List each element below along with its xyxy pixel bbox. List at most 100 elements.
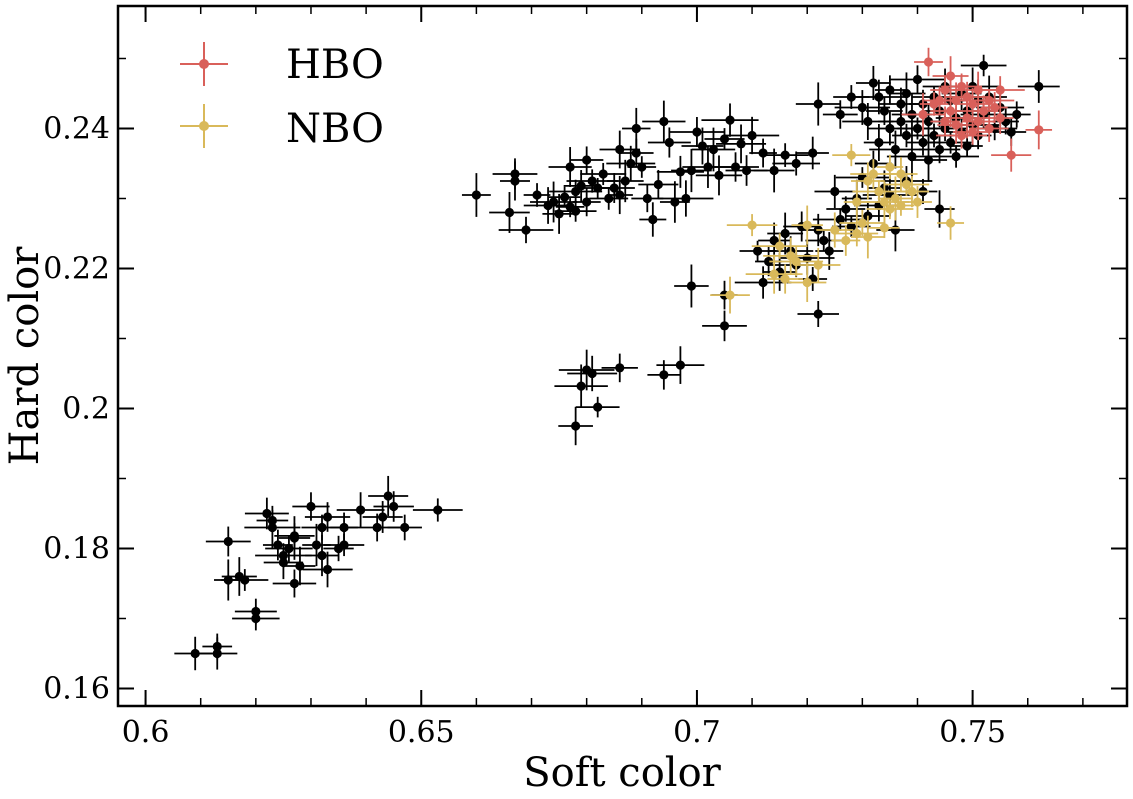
point-marker — [901, 88, 912, 99]
data-point — [839, 210, 886, 236]
point-marker — [984, 123, 994, 134]
data-point — [914, 47, 943, 77]
data-point — [205, 526, 251, 557]
point-marker — [802, 277, 812, 288]
point-marker — [923, 116, 934, 127]
point-marker — [289, 578, 300, 589]
data-point — [724, 116, 780, 155]
data-point — [831, 225, 861, 256]
point-marker — [642, 193, 652, 204]
point-marker — [383, 491, 393, 501]
point-marker — [979, 106, 989, 116]
legend-entry-nbo: NBO — [180, 104, 384, 152]
point-marker — [813, 99, 823, 109]
series-nbo — [710, 144, 965, 314]
data-point — [701, 103, 759, 137]
point-marker — [896, 200, 906, 211]
legend-nbo-label: NBO — [286, 106, 384, 152]
point-marker — [907, 186, 917, 197]
point-marker — [923, 155, 934, 165]
point-marker — [339, 522, 349, 533]
point-marker — [962, 92, 972, 102]
point-marker — [990, 102, 1000, 113]
data-point — [969, 115, 1009, 142]
point-marker — [692, 127, 702, 137]
data-point — [567, 355, 618, 392]
point-marker — [582, 155, 592, 165]
data-point — [894, 175, 930, 208]
data-point — [336, 492, 385, 528]
point-marker — [747, 220, 757, 230]
point-marker — [791, 158, 801, 169]
point-marker — [885, 204, 895, 214]
point-marker — [890, 193, 901, 204]
point-marker — [764, 256, 774, 267]
data-point — [554, 364, 608, 408]
point-marker — [863, 176, 873, 186]
data-point — [876, 154, 904, 180]
point-marker — [1034, 125, 1044, 135]
point-marker — [841, 204, 851, 214]
data-point — [826, 196, 866, 222]
point-marker — [956, 130, 967, 141]
data-point — [263, 545, 304, 580]
data-point — [580, 162, 627, 186]
point-marker — [879, 106, 889, 116]
data-point — [944, 81, 990, 113]
point-marker — [830, 225, 840, 235]
point-marker — [918, 137, 928, 148]
point-marker — [532, 190, 542, 200]
data-point — [822, 100, 858, 129]
data-point — [918, 135, 961, 164]
point-marker — [841, 235, 851, 246]
data-point — [197, 637, 238, 670]
point-marker — [267, 522, 277, 533]
point-marker — [824, 246, 834, 256]
data-point — [549, 179, 603, 204]
point-marker — [356, 505, 366, 515]
data-point — [795, 82, 841, 126]
point-marker — [885, 162, 895, 172]
data-point — [957, 88, 988, 120]
point-marker — [835, 214, 845, 225]
point-marker — [896, 169, 906, 179]
legend-hbo-marker — [199, 59, 209, 69]
point-marker — [686, 281, 697, 291]
data-point — [991, 138, 1032, 172]
data-point — [368, 475, 409, 517]
data-point — [716, 124, 767, 164]
point-marker — [813, 309, 823, 319]
data-point — [702, 310, 747, 342]
point-marker — [659, 116, 669, 127]
point-marker — [582, 197, 592, 207]
tick-labels: 0.6 0.65 0.7 0.75 0.16 0.18 0.2 0.22 0.24 — [43, 112, 1006, 751]
data-point — [712, 152, 759, 182]
data-point — [852, 180, 906, 203]
point-marker — [890, 144, 901, 155]
x-tick-label: 0.7 — [673, 715, 721, 750]
point-marker — [504, 207, 515, 218]
point-marker — [896, 116, 906, 127]
point-marker — [317, 550, 327, 561]
point-marker — [890, 225, 901, 235]
point-marker — [1034, 81, 1044, 92]
point-marker — [747, 130, 757, 141]
point-marker — [604, 193, 614, 204]
point-marker — [1006, 150, 1016, 160]
point-marker — [940, 85, 950, 95]
point-marker — [571, 206, 581, 216]
point-marker — [885, 123, 895, 134]
data-point — [642, 100, 686, 143]
data-point — [855, 65, 891, 101]
data-point — [937, 206, 965, 240]
point-marker — [775, 241, 785, 251]
data-point — [796, 247, 841, 283]
point-marker — [918, 109, 928, 120]
data-point — [975, 76, 1025, 104]
data-point — [909, 138, 948, 182]
data-point — [835, 220, 879, 247]
point-marker — [719, 321, 730, 331]
point-marker — [951, 120, 961, 130]
data-point — [606, 145, 656, 182]
data-point — [996, 118, 1027, 146]
